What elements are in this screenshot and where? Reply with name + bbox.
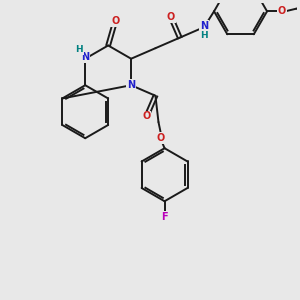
Text: O: O	[167, 12, 175, 22]
Text: O: O	[156, 133, 164, 143]
Text: O: O	[111, 16, 119, 26]
Text: N: N	[127, 80, 135, 90]
Text: O: O	[278, 6, 286, 16]
Text: N: N	[200, 21, 208, 31]
Text: N: N	[81, 52, 89, 62]
Text: O: O	[142, 111, 151, 122]
Text: H: H	[200, 31, 208, 40]
Text: H: H	[76, 45, 83, 54]
Text: F: F	[161, 212, 168, 222]
